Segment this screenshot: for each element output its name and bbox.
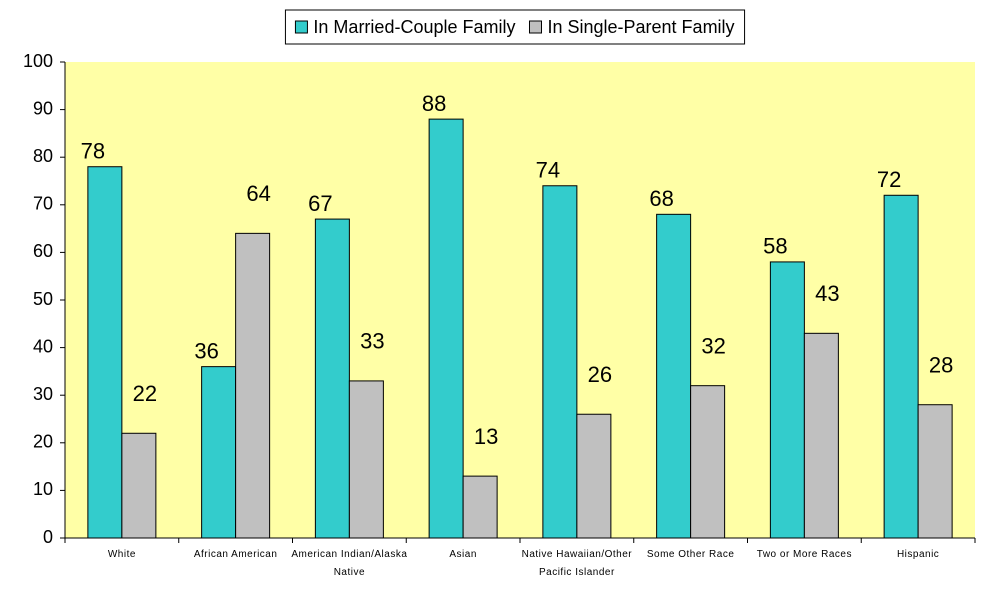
value-label: 64 <box>246 181 270 206</box>
bar <box>462 475 498 539</box>
bar <box>883 194 919 539</box>
y-tick-label: 80 <box>33 146 53 166</box>
value-label: 43 <box>815 281 839 306</box>
value-label: 36 <box>194 338 218 363</box>
bar <box>803 332 839 539</box>
legend-box <box>284 9 746 45</box>
legend-swatch <box>528 20 542 34</box>
bar <box>917 404 953 539</box>
value-label: 72 <box>877 167 901 192</box>
y-tick-label: 30 <box>33 384 53 404</box>
value-label: 74 <box>536 158 560 183</box>
value-label: 32 <box>701 333 725 358</box>
x-tick-label: White <box>107 549 136 560</box>
x-tick-label: Hispanic <box>896 549 940 560</box>
y-tick-label: 50 <box>33 289 53 309</box>
legend-label: In Single-Parent Family <box>547 17 734 37</box>
value-label: 22 <box>133 381 157 406</box>
x-tick-label: African American <box>193 549 278 560</box>
value-label: 68 <box>649 186 673 211</box>
bar <box>348 380 384 539</box>
y-tick-label: 60 <box>33 241 53 261</box>
value-label: 33 <box>360 329 384 354</box>
bar <box>769 261 805 539</box>
bar <box>314 218 350 539</box>
y-tick-label: 40 <box>33 336 53 356</box>
x-tick-label: Asian <box>449 549 477 560</box>
x-tick-label: Native Hawaiian/Other Pacific Islander <box>521 549 633 578</box>
x-tick-label: American Indian/Alaska Native <box>291 549 408 578</box>
legend-label: In Married-Couple Family <box>313 17 515 37</box>
value-label: 88 <box>422 91 446 116</box>
bar <box>201 366 237 539</box>
value-label: 58 <box>763 234 787 259</box>
value-label: 13 <box>474 424 498 449</box>
y-tick-label: 10 <box>33 479 53 499</box>
bar <box>656 213 692 539</box>
value-label: 26 <box>588 362 612 387</box>
x-tick-label: Some Other Race <box>646 549 735 560</box>
legend-swatch <box>294 20 308 34</box>
y-tick-label: 100 <box>23 51 53 71</box>
y-tick-label: 90 <box>33 98 53 118</box>
bar <box>542 185 578 539</box>
value-label: 67 <box>308 191 332 216</box>
y-tick-label: 0 <box>43 527 53 547</box>
bar <box>428 118 464 539</box>
y-tick-label: 20 <box>33 432 53 452</box>
bar <box>576 413 612 539</box>
bar <box>87 166 123 539</box>
y-tick-label: 70 <box>33 194 53 214</box>
bar <box>690 385 726 539</box>
value-label: 28 <box>929 353 953 378</box>
x-tick-label: Two or More Races <box>756 549 852 560</box>
bar <box>121 432 157 539</box>
value-label: 78 <box>81 139 105 164</box>
bar <box>235 232 271 539</box>
